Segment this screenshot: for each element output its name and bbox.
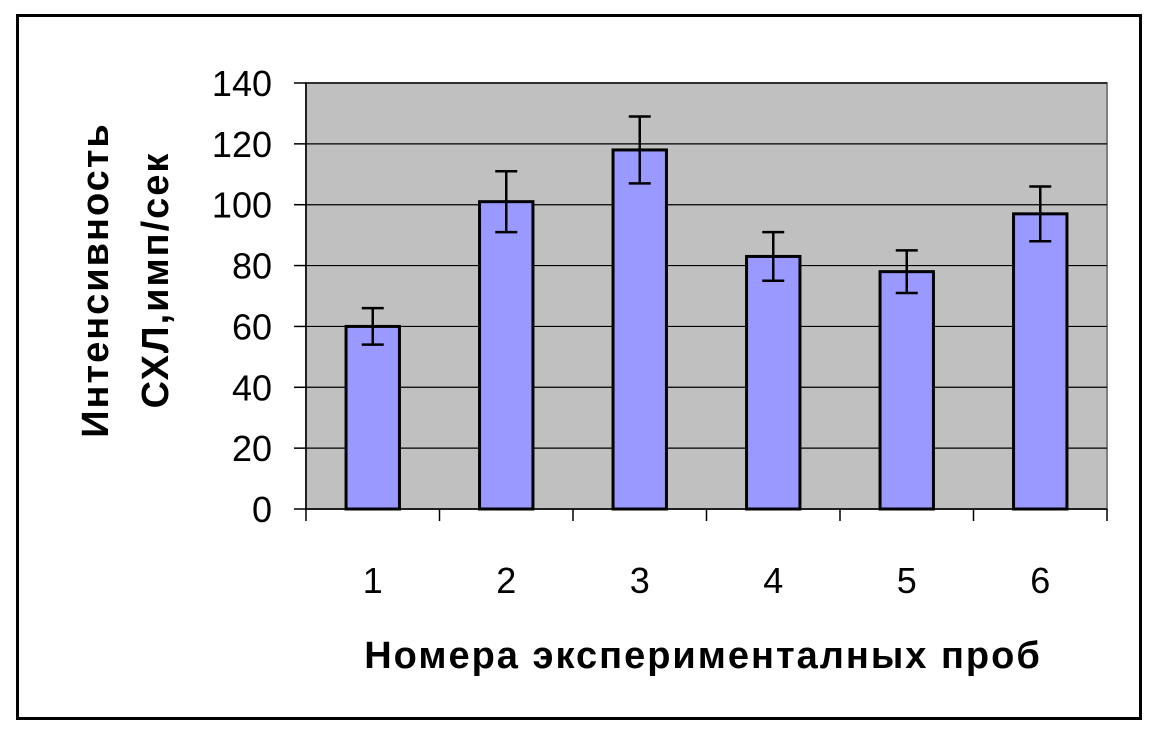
axes xyxy=(294,82,1108,521)
error-bars xyxy=(361,115,1052,346)
bar-4 xyxy=(745,254,802,511)
x-tick-label: 3 xyxy=(630,560,650,601)
error-bar-4 xyxy=(762,230,785,283)
error-bar-2 xyxy=(495,169,518,234)
x-tick-label: 1 xyxy=(363,560,383,601)
x-tick-labels: 1 2 3 4 5 6 xyxy=(363,560,1051,601)
error-bar-6 xyxy=(1029,185,1052,243)
y-tick-label: 60 xyxy=(232,306,272,347)
y-tick-label: 80 xyxy=(232,246,272,287)
bar-2 xyxy=(478,200,535,511)
x-axis-title: Номера эксперименталных проб xyxy=(364,635,1042,677)
bar-1 xyxy=(344,324,401,511)
gridlines xyxy=(306,82,1107,449)
bar-5 xyxy=(878,270,935,511)
y-axis-title-line2: СХЛ,имп/сек xyxy=(135,152,177,409)
plot-area xyxy=(305,82,1108,510)
x-tick-label: 6 xyxy=(1030,560,1050,601)
x-tick-label: 4 xyxy=(763,560,783,601)
x-tick-label: 5 xyxy=(897,560,917,601)
y-tick-labels: 0 20 40 60 80 100 120 140 xyxy=(212,63,272,530)
y-tick-label: 20 xyxy=(232,428,272,469)
error-bar-5 xyxy=(895,249,918,295)
bar-3 xyxy=(611,148,668,511)
x-tick-label: 2 xyxy=(496,560,516,601)
y-tick-label: 0 xyxy=(252,489,272,530)
y-tick-label: 120 xyxy=(212,124,272,165)
bars xyxy=(344,148,1069,511)
error-bar-1 xyxy=(361,306,384,346)
bar-6 xyxy=(1012,212,1069,511)
y-tick-label: 40 xyxy=(232,367,272,408)
y-tick-label: 100 xyxy=(212,185,272,226)
y-axis-title-line1: Интенсивность xyxy=(75,122,117,438)
error-bar-3 xyxy=(628,115,651,185)
y-tick-label: 140 xyxy=(212,63,272,104)
